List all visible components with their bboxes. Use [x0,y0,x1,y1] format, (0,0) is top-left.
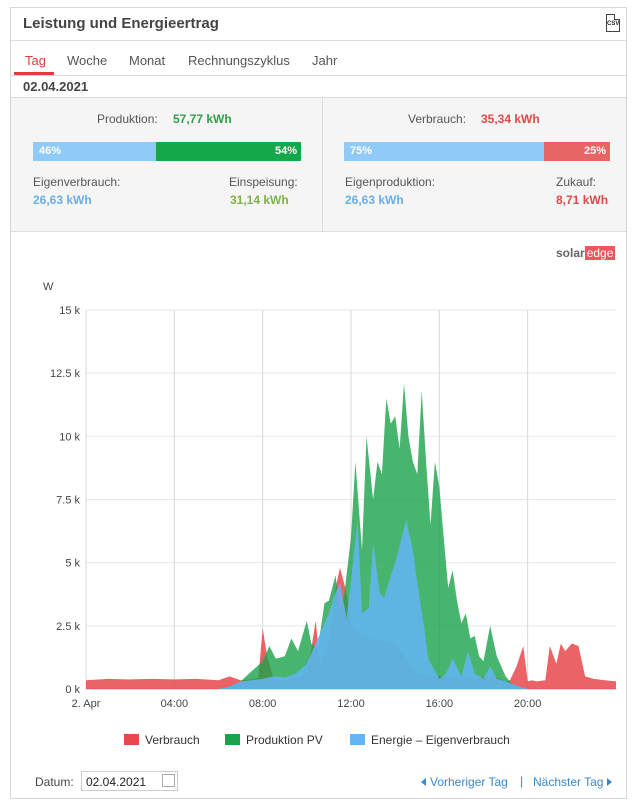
legend-label: Energie – Eigenverbrauch [371,733,510,747]
x-tick-label: 08:00 [249,698,277,710]
production-value: 57,77 kWh [173,112,232,126]
solaredge-logo: solar edge [556,246,616,260]
csv-export-icon[interactable]: CSV [606,14,620,32]
production-bar: 46% 54% [33,142,301,161]
power-chart: solar edge 0 k 2.5 k 5 k 7.5 k 10 k 12.5 k 15 k… [11,230,626,770]
date-label: Datum: [35,775,74,789]
consumption-bar-self: 75% [344,142,544,161]
self-production-value: 26,63 kWh [345,193,404,207]
chart-svg: 0 k 2.5 k 5 k 7.5 k 10 k 12.5 k 15 k 2. Apr 04:0… [43,281,616,747]
tab-month[interactable]: Monat [129,53,166,68]
feedin-label: Einspeisung: [229,175,298,189]
widget-title: Leistung und Energieertrag [23,15,219,32]
tab-billing-cycle[interactable]: Rechnungszyklus [188,53,290,68]
y-tick-label: 0 k [65,684,80,696]
tab-week[interactable]: Woche [67,53,108,68]
feedin-value: 31,14 kWh [230,193,289,207]
consumption-value: 35,34 kWh [481,112,540,126]
self-consumption-value: 26,63 kWh [33,193,92,207]
y-tick-label: 5 k [65,558,80,570]
series-area-3 [86,519,616,689]
previous-day-link[interactable]: Vorheriger Tag [421,775,508,789]
calendar-icon[interactable] [162,774,175,787]
self-production-label: Eigenproduktion: [345,175,436,189]
period-tabs: Tag Woche Monat Rechnungszyklus Jahr [11,41,626,76]
energy-widget: Leistung und Energieertrag CSV Tag Woche… [10,7,627,799]
purchase-label: Zukauf: [556,175,597,189]
legend-label: Produktion PV [246,733,323,747]
summary-divider [322,98,323,231]
y-tick-label: 15 k [59,305,80,317]
production-label: Produktion: [97,112,158,126]
y-tick-label: 7.5 k [56,495,80,507]
production-feedin-pct: 54% [274,145,297,157]
date-input[interactable]: 02.04.2021 [81,771,178,791]
y-axis-label: W [43,281,54,293]
chevron-left-icon [421,778,426,786]
summary-panel: Produktion: 57,77 kWh 46% 54% Eigenverbr… [11,98,626,232]
legend-swatch [350,734,365,745]
nav-separator: | [520,774,524,788]
legend-swatch [225,734,240,745]
production-self-pct: 46% [39,145,62,157]
selected-date: 02.04.2021 [23,79,89,94]
chevron-right-icon [607,778,613,786]
footer: Datum: 02.04.2021 Vorheriger Tag | Nächs… [11,768,626,798]
x-tick-label: 2. Apr [72,698,101,710]
y-tick-label: 12.5 k [50,368,80,380]
widget-header: Leistung und Energieertrag CSV [11,8,626,41]
legend-swatch [124,734,139,745]
purchase-value: 8,71 kWh [556,193,609,207]
y-tick-label: 2.5 k [56,621,80,633]
x-tick-label: 04:00 [161,698,189,710]
x-tick-label: 12:00 [337,698,365,710]
next-day-link[interactable]: Nächster Tag [533,775,613,789]
date-bar: 02.04.2021 [11,76,626,98]
tab-year[interactable]: Jahr [312,53,338,68]
consumption-self-pct: 75% [350,145,373,157]
self-consumption-label: Eigenverbrauch: [33,175,121,189]
legend-label: Verbrauch [145,733,200,747]
consumption-label: Verbrauch: [408,112,467,126]
tab-day[interactable]: Tag [25,53,46,68]
active-tab-indicator [14,72,54,75]
date-input-value: 02.04.2021 [86,775,147,789]
y-tick-label: 10 k [59,431,80,443]
consumption-purchase-pct: 25% [583,145,606,157]
x-tick-label: 20:00 [514,698,542,710]
consumption-bar: 75% 25% [344,142,610,161]
consumption-bar-purchase: 25% [543,142,610,161]
x-tick-label: 16:00 [426,698,454,710]
production-bar-feedin: 54% [156,142,301,161]
production-bar-self: 46% [33,142,157,161]
